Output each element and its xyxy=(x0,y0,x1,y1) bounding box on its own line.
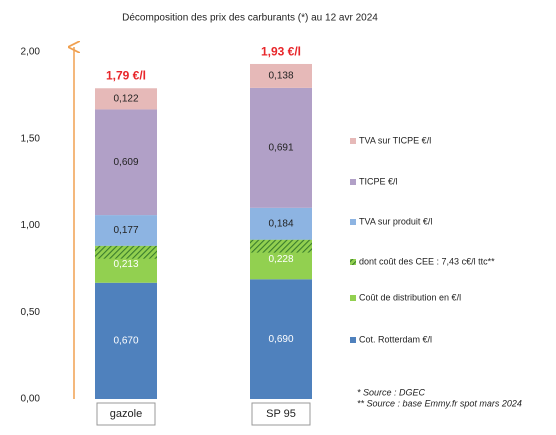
value-label: 0,670 xyxy=(113,336,138,347)
total-label: 1,93 €/l xyxy=(261,44,301,58)
value-label: 0,122 xyxy=(113,93,138,104)
note: ** Source : base Emmy.fr spot mars 2024 xyxy=(357,398,522,408)
legend-label: TICPE €/l xyxy=(359,176,398,186)
legend-label: TVA sur TICPE €/l xyxy=(359,135,431,145)
category-box xyxy=(251,402,311,426)
value-label: 0,213 xyxy=(113,259,138,270)
value-label: 0,609 xyxy=(113,157,138,168)
legend-label: Cot. Rotterdam €/l xyxy=(359,334,432,344)
bar-segment-hatched xyxy=(250,239,312,253)
bar-segment xyxy=(250,63,312,88)
chart-title: Décomposition des prix des carburants (*… xyxy=(122,13,378,24)
value-label: 0,184 xyxy=(268,218,293,229)
value-label: 0,690 xyxy=(268,334,293,345)
bar-segment-hatched xyxy=(95,245,157,259)
x-tick-label: SP 95 xyxy=(266,408,296,420)
legend-swatch xyxy=(350,179,356,185)
y-tick-label: 0,50 xyxy=(21,307,41,318)
y-tick-label: 1,50 xyxy=(21,133,41,144)
y-tick-label: 2,00 xyxy=(21,47,41,58)
y-tick-label: 1,00 xyxy=(21,220,41,231)
legend-label: dont coût des CEE : 7,43 c€/l ttc** xyxy=(359,256,495,266)
x-tick-label: gazole xyxy=(110,408,142,420)
category-box xyxy=(96,402,156,426)
value-label: 0,177 xyxy=(113,225,138,236)
legend-swatch xyxy=(350,295,356,301)
bar-segment xyxy=(95,282,157,399)
legend-swatch xyxy=(350,219,356,225)
legend-label: TVA sur produit €/l xyxy=(359,216,432,226)
bar-segment xyxy=(250,87,312,208)
value-label: 0,691 xyxy=(268,142,293,153)
legend-swatch xyxy=(350,337,356,343)
legend-swatch xyxy=(350,259,356,265)
bar-segment xyxy=(95,215,157,246)
bar-segment xyxy=(250,279,312,399)
value-label: 0,228 xyxy=(268,254,293,265)
bar-segment xyxy=(250,207,312,240)
bar-segment xyxy=(95,109,157,216)
y-tick-label: 0,00 xyxy=(21,394,41,405)
legend-label: Coût de distribution en €/l xyxy=(359,292,461,302)
legend-swatch xyxy=(350,138,356,144)
note: * Source : DGEC xyxy=(357,387,426,397)
bar-segment xyxy=(95,88,157,110)
value-label: 0,138 xyxy=(268,71,293,82)
total-label: 1,79 €/l xyxy=(106,69,146,83)
